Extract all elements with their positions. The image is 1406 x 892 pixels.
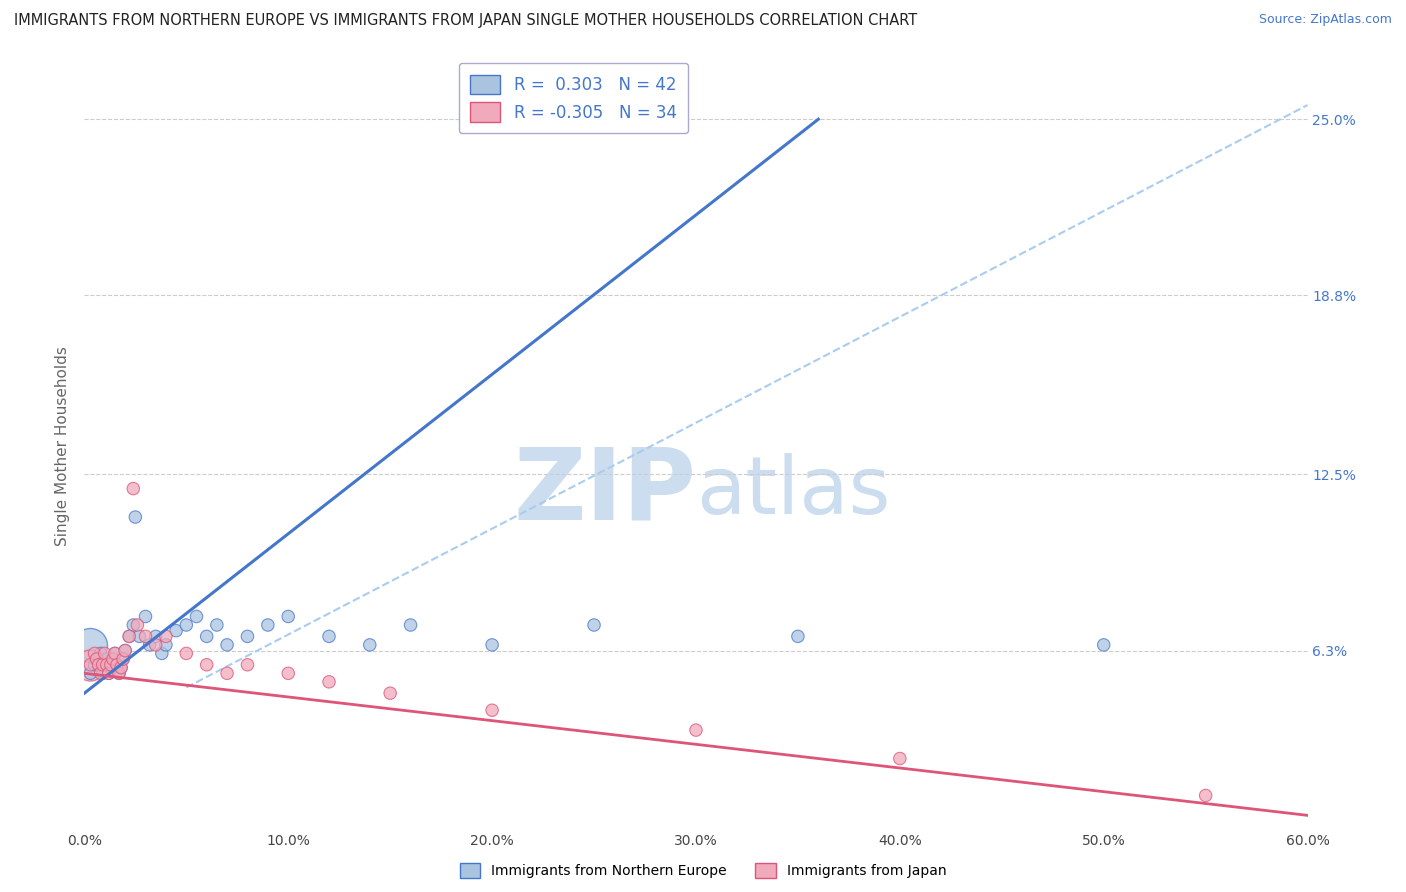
Point	[150, 647, 173, 661]
Point	[155, 629, 177, 643]
Point	[277, 609, 299, 624]
Point	[97, 666, 120, 681]
Point	[96, 657, 118, 672]
Point	[118, 629, 141, 643]
Point	[96, 652, 118, 666]
Text: IMMIGRANTS FROM NORTHERN EUROPE VS IMMIGRANTS FROM JAPAN SINGLE MOTHER HOUSEHOLD: IMMIGRANTS FROM NORTHERN EUROPE VS IMMIG…	[14, 13, 917, 29]
Point	[1195, 789, 1218, 803]
Point	[93, 657, 115, 672]
Point	[100, 657, 122, 672]
Point	[83, 647, 105, 661]
Point	[399, 618, 422, 632]
Point	[86, 652, 108, 666]
Point	[165, 624, 187, 638]
Point	[257, 618, 280, 632]
Point	[186, 609, 208, 624]
Point	[236, 657, 259, 672]
Point	[93, 647, 115, 661]
Point	[359, 638, 381, 652]
Point	[97, 666, 120, 681]
Point	[91, 666, 114, 681]
Point	[79, 666, 101, 681]
Point	[138, 638, 160, 652]
Y-axis label: Single Mother Households: Single Mother Households	[55, 346, 70, 546]
Text: atlas: atlas	[696, 453, 890, 531]
Point	[108, 666, 131, 681]
Point	[217, 666, 239, 681]
Point	[135, 629, 157, 643]
Point	[195, 657, 218, 672]
Point	[174, 647, 197, 661]
Point	[86, 652, 108, 666]
Point	[277, 666, 299, 681]
Point	[101, 652, 124, 666]
Point	[481, 638, 503, 652]
Point	[110, 660, 132, 674]
Point	[79, 638, 101, 652]
Legend: R =  0.303   N = 42, R = -0.305   N = 34: R = 0.303 N = 42, R = -0.305 N = 34	[458, 63, 689, 133]
Point	[104, 647, 127, 661]
Point	[118, 629, 141, 643]
Point	[889, 751, 911, 765]
Point	[205, 618, 228, 632]
Point	[108, 666, 131, 681]
Point	[127, 618, 149, 632]
Point	[90, 647, 112, 661]
Point	[104, 647, 127, 661]
Text: ZIP: ZIP	[513, 443, 696, 541]
Point	[685, 723, 707, 738]
Point	[91, 657, 114, 672]
Point	[380, 686, 402, 700]
Point	[145, 629, 167, 643]
Point	[583, 618, 606, 632]
Point	[83, 657, 105, 672]
Point	[217, 638, 239, 652]
Legend: Immigrants from Northern Europe, Immigrants from Japan: Immigrants from Northern Europe, Immigra…	[453, 856, 953, 885]
Point	[236, 629, 259, 643]
Point	[110, 660, 132, 674]
Point	[87, 657, 110, 672]
Point	[787, 629, 810, 643]
Point	[79, 657, 101, 672]
Point	[481, 703, 503, 717]
Point	[128, 629, 150, 643]
Point	[101, 652, 124, 666]
Point	[1092, 638, 1115, 652]
Point	[114, 643, 136, 657]
Point	[155, 638, 177, 652]
Point	[87, 657, 110, 672]
Point	[105, 657, 128, 672]
Point	[114, 643, 136, 657]
Point	[145, 638, 167, 652]
Point	[174, 618, 197, 632]
Point	[124, 510, 146, 524]
Point	[90, 666, 112, 681]
Point	[195, 629, 218, 643]
Text: Source: ZipAtlas.com: Source: ZipAtlas.com	[1258, 13, 1392, 27]
Point	[122, 618, 145, 632]
Point	[318, 629, 340, 643]
Point	[112, 652, 135, 666]
Point	[318, 674, 340, 689]
Point	[122, 482, 145, 496]
Point	[135, 609, 157, 624]
Point	[112, 652, 135, 666]
Point	[100, 657, 122, 672]
Point	[105, 657, 128, 672]
Point	[79, 657, 101, 672]
